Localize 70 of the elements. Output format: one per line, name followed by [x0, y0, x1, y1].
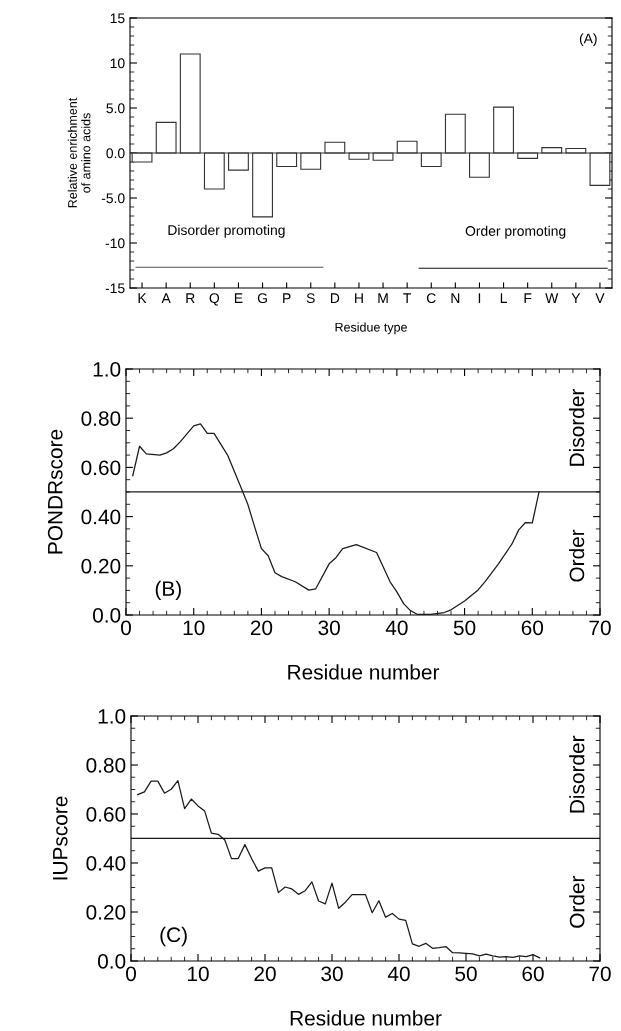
x-tick-label: V [595, 293, 605, 303]
x-axis-title: Residue type [335, 322, 407, 335]
y-tick-label: -5.0 [101, 193, 125, 204]
y-tick-label: 0.80 [81, 411, 121, 426]
annotation: Order [568, 529, 585, 582]
x-tick-label: 70 [589, 620, 611, 636]
x-tick-label: G [257, 293, 267, 304]
x-tick-label: 50 [455, 966, 477, 982]
y-tick-label: 0.0 [106, 148, 125, 159]
x-tick-label: 0 [126, 966, 136, 982]
x-tick-label: 20 [254, 966, 276, 982]
x-tick-label: Q [209, 293, 220, 306]
annotation: (B) [155, 580, 181, 601]
x-axis-title: Residue number [290, 1010, 442, 1026]
x-tick-label: H [355, 293, 363, 303]
annotation: Disorder [568, 389, 585, 466]
x-tick-label: S [306, 293, 315, 304]
x-tick-label: Y [571, 293, 581, 303]
x-tick-label: N [451, 293, 460, 303]
x-tick-label: F [524, 293, 532, 303]
annotation: Order [569, 875, 585, 928]
y-tick-label: 0.0 [97, 954, 126, 969]
annotation: Order promoting [465, 225, 566, 239]
x-tick-label: 30 [318, 620, 340, 636]
x-tick-label: 70 [589, 966, 611, 982]
y-tick-label: 0.20 [81, 558, 121, 574]
y-tick-label: 15 [110, 13, 125, 24]
x-tick-label: L [500, 293, 507, 303]
x-tick-label: R [186, 293, 195, 303]
y-tick-label: 1.0 [93, 362, 121, 377]
y-axis-title: Relative enrichment of amino acids [67, 97, 91, 208]
x-tick-label: 20 [250, 620, 273, 636]
annotation: (C) [160, 926, 187, 947]
annotation: Disorder promoting [168, 224, 285, 238]
x-tick-label: 60 [521, 620, 544, 636]
x-tick-label: 40 [385, 620, 408, 636]
y-tick-label: 0.0 [92, 608, 121, 623]
x-tick-label: C [426, 293, 436, 304]
x-tick-label: T [403, 293, 412, 303]
x-tick-label: M [378, 293, 388, 303]
x-tick-label: 40 [387, 966, 410, 982]
x-tick-label: 0 [121, 620, 131, 636]
y-tick-label: 0.40 [86, 856, 126, 871]
x-tick-label: 30 [321, 966, 343, 982]
y-axis-title: IUPscore [53, 796, 68, 880]
y-tick-label: 5.0 [106, 103, 125, 114]
x-tick-label: W [545, 293, 559, 303]
y-tick-label: -10 [105, 238, 125, 249]
y-tick-label: 0.60 [86, 807, 126, 822]
x-tick-label: D [330, 293, 340, 303]
x-tick-label: E [234, 293, 243, 303]
x-axis-title: Residue number [288, 664, 440, 680]
y-tick-label: 1.0 [98, 709, 126, 724]
x-tick-label: K [138, 293, 147, 303]
x-tick-label: 60 [522, 966, 544, 982]
x-tick-label: 50 [453, 620, 476, 636]
x-tick-label: 10 [183, 620, 205, 636]
y-tick-label: -15 [105, 283, 125, 294]
x-tick-label: 10 [188, 966, 209, 982]
y-tick-label: 0.20 [86, 905, 126, 920]
y-tick-label: 0.60 [81, 460, 121, 476]
y-tick-label: 0.40 [81, 509, 121, 525]
x-tick-label: I [478, 293, 481, 303]
x-tick-label: A [161, 293, 171, 303]
annotation: (A) [579, 33, 597, 47]
annotation: Disorder [569, 735, 585, 813]
y-tick-label: 0.80 [86, 758, 126, 773]
y-tick-label: 10 [110, 58, 125, 69]
y-axis-title: PONDRscore [47, 429, 63, 554]
x-tick-label: P [283, 293, 291, 303]
